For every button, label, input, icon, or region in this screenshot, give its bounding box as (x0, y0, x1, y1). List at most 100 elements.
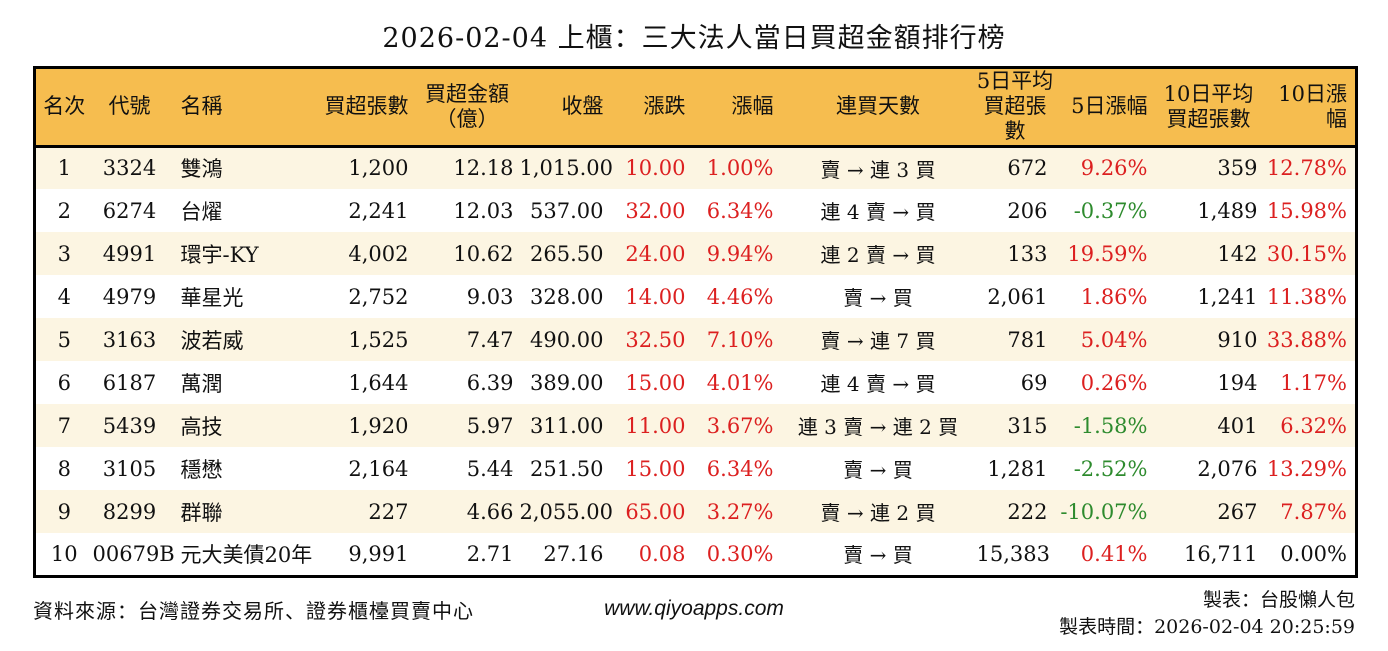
col-header-volume: 買超張數 (311, 67, 415, 148)
website-url: www.qiyoapps.com (604, 596, 784, 620)
cell-pct5: 0.26% (1080, 370, 1148, 395)
col-header-amount: 買超金額 （億） (414, 67, 520, 148)
cell-avg5: 672 (1007, 156, 1048, 181)
cell-close: 265.50 (530, 241, 604, 266)
cell-rank: 2 (57, 198, 71, 223)
cell-change: 24.00 (625, 241, 686, 266)
cell-volume: 1,644 (348, 370, 409, 395)
cell-name: 台燿 (180, 199, 223, 224)
footer: 資料來源：台灣證券交易所、證券櫃檯買賣中心 www.qiyoapps.com 製… (33, 587, 1355, 651)
cell-code: 8299 (102, 499, 157, 524)
cell-pct10: 12.78% (1266, 156, 1347, 181)
cell-avg10: 359 (1217, 156, 1258, 181)
cell-change: 11.00 (625, 413, 686, 438)
cell-volume: 1,920 (348, 413, 409, 438)
cell-avg5: 69 (1020, 370, 1048, 395)
cell-amount: 6.39 (466, 370, 514, 395)
cell-amount: 9.03 (466, 284, 514, 309)
cell-rank: 5 (57, 327, 71, 352)
cell-name: 雙鴻 (180, 157, 223, 182)
table-row: 3 4991 環宇-KY 4,002 10.62 265.50 24.00 9.… (34, 232, 1357, 276)
cell-change: 15.00 (625, 370, 686, 395)
cell-streak: 賣 → 買 (843, 543, 913, 568)
cell-pct10: 15.98% (1266, 198, 1347, 223)
cell-volume: 1,200 (348, 156, 409, 181)
cell-volume: 227 (368, 499, 409, 524)
table-row: 9 8299 群聯 227 4.66 2,055.00 65.00 3.27% … (34, 490, 1357, 534)
col-header-avg10: 10日平均 買超張數 (1153, 67, 1264, 148)
cell-avg10: 194 (1217, 370, 1258, 395)
cell-pct10: 1.17% (1280, 370, 1347, 395)
cell-avg5: 222 (1007, 499, 1048, 524)
cell-close: 27.16 (543, 541, 604, 566)
cell-pct: 9.94% (706, 241, 774, 266)
cell-streak: 賣 → 連 3 買 (820, 157, 936, 182)
credit-block: 製表：台股懶人包 製表時間：2026-02-04 20:25:59 (1059, 587, 1355, 641)
data-source-text: 資料來源：台灣證券交易所、證券櫃檯買賣中心 (33, 598, 474, 623)
col-header-rank: 名次 (34, 67, 93, 148)
cell-pct10: 30.15% (1266, 241, 1347, 266)
cell-name: 元大美債20年 (180, 542, 313, 567)
cell-avg10: 1,489 (1197, 198, 1258, 223)
cell-close: 389.00 (530, 370, 604, 395)
cell-pct: 0.30% (706, 541, 774, 566)
ranking-table: 名次 代號 名稱 買超張數 買超金額 （億） 收盤 漲跌 漲幅 連買天數 5日平… (33, 66, 1358, 578)
cell-amount: 5.44 (466, 456, 514, 481)
cell-avg10: 2,076 (1197, 456, 1258, 481)
cell-avg5: 315 (1007, 413, 1048, 438)
cell-pct5: -0.37% (1073, 198, 1148, 223)
cell-close: 1,015.00 (519, 156, 614, 181)
cell-rank: 9 (57, 499, 71, 524)
cell-volume: 9,991 (348, 541, 409, 566)
cell-pct5: 9.26% (1080, 156, 1148, 181)
cell-avg10: 401 (1217, 413, 1258, 438)
cell-name: 群聯 (180, 500, 223, 525)
cell-pct5: -1.58% (1073, 413, 1148, 438)
cell-streak: 賣 → 連 7 買 (820, 329, 936, 354)
cell-pct5: 19.59% (1067, 241, 1148, 266)
cell-pct5: -10.07% (1060, 499, 1148, 524)
cell-avg10: 267 (1217, 499, 1258, 524)
cell-code: 3163 (102, 327, 157, 352)
cell-pct10: 0.00% (1280, 541, 1347, 566)
table-row: 4 4979 華星光 2,752 9.03 328.00 14.00 4.46%… (34, 275, 1357, 319)
table-row: 2 6274 台燿 2,241 12.03 537.00 32.00 6.34%… (34, 189, 1357, 233)
cell-name: 波若威 (180, 328, 244, 353)
cell-avg10: 1,241 (1197, 284, 1258, 309)
col-header-code: 代號 (92, 67, 167, 148)
cell-rank: 8 (57, 456, 71, 481)
cell-amount: 4.66 (466, 499, 514, 524)
table-row: 10 00679B 元大美債20年 9,991 2.71 27.16 0.08 … (34, 533, 1357, 577)
cell-change: 15.00 (625, 456, 686, 481)
cell-streak: 連 4 賣 → 買 (820, 372, 936, 397)
table-row: 6 6187 萬潤 1,644 6.39 389.00 15.00 4.01% … (34, 361, 1357, 405)
col-header-avg5: 5日平均 買超張數 (976, 67, 1054, 148)
col-header-pct: 漲幅 (691, 67, 780, 148)
cell-close: 537.00 (530, 198, 604, 223)
cell-volume: 2,752 (348, 284, 409, 309)
cell-volume: 2,241 (348, 198, 409, 223)
cell-code: 6187 (102, 370, 157, 395)
table-row: 1 3324 雙鴻 1,200 12.18 1,015.00 10.00 1.0… (34, 146, 1357, 190)
cell-streak: 賣 → 連 2 買 (820, 501, 936, 526)
cell-pct10: 7.87% (1280, 499, 1347, 524)
cell-avg5: 206 (1007, 198, 1048, 223)
cell-pct: 3.67% (706, 413, 774, 438)
cell-code: 4991 (102, 241, 157, 266)
cell-close: 311.00 (530, 413, 604, 438)
cell-close: 251.50 (530, 456, 604, 481)
cell-volume: 1,525 (348, 327, 409, 352)
cell-rank: 7 (57, 413, 71, 438)
col-header-pct5: 5日漲幅 (1053, 67, 1154, 148)
cell-pct5: 5.04% (1080, 327, 1148, 352)
cell-avg10: 142 (1217, 241, 1258, 266)
table-header: 名次 代號 名稱 買超張數 買超金額 （億） 收盤 漲跌 漲幅 連買天數 5日平… (34, 67, 1357, 148)
cell-streak: 賣 → 買 (843, 286, 913, 311)
cell-pct: 1.00% (706, 156, 774, 181)
cell-rank: 1 (57, 156, 71, 181)
cell-pct10: 6.32% (1280, 413, 1347, 438)
cell-name: 高技 (180, 414, 223, 439)
cell-rank: 4 (57, 284, 71, 309)
cell-pct: 4.01% (706, 370, 774, 395)
cell-code: 3105 (102, 456, 157, 481)
